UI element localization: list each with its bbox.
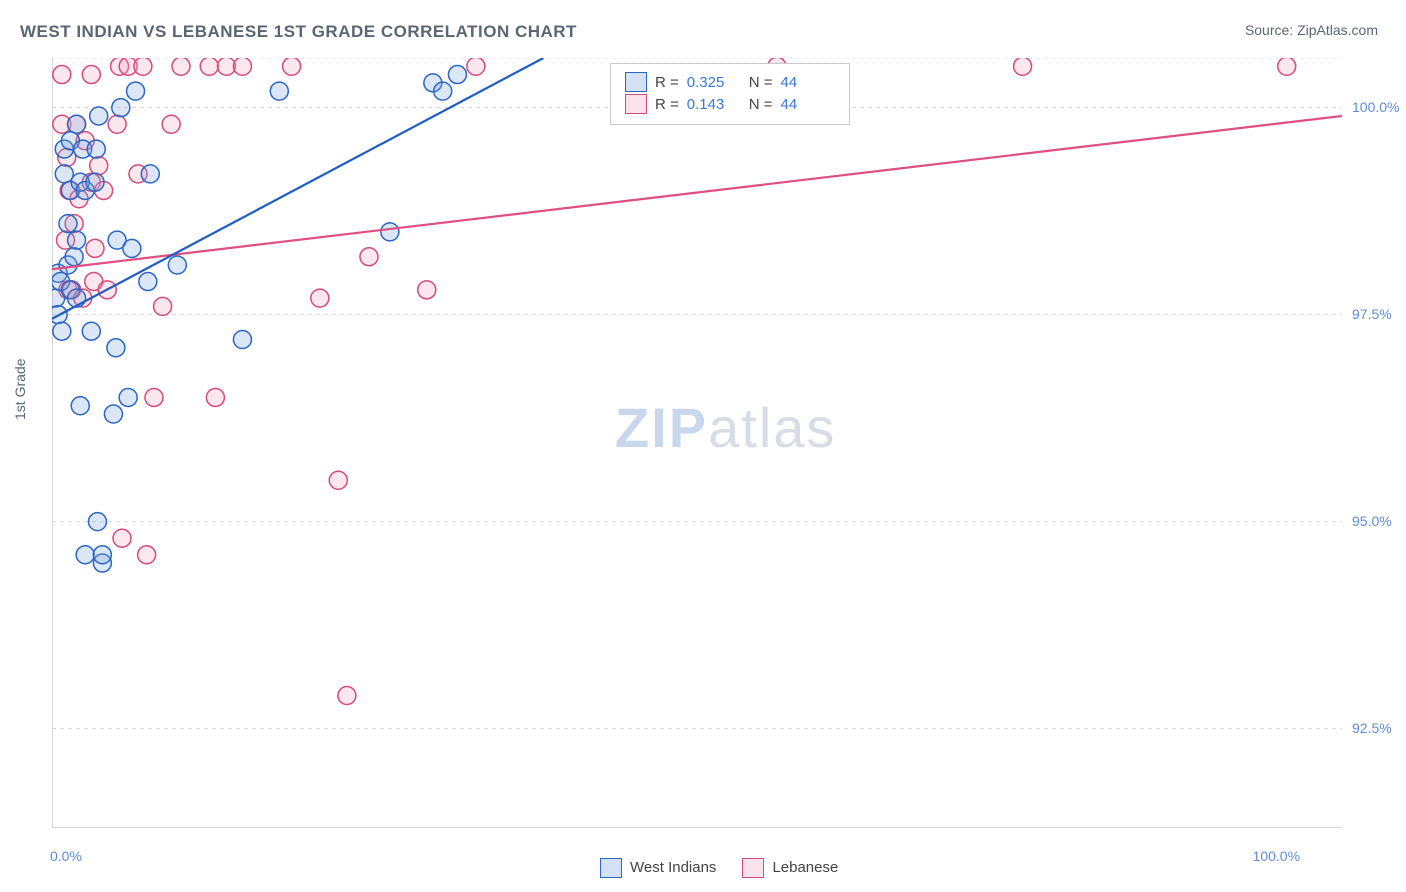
legend-label: West Indians (630, 859, 716, 876)
scatter-point (104, 405, 122, 423)
legend-stat-row: R = 0.325 N = 44 (625, 72, 835, 92)
scatter-point (68, 231, 86, 249)
y-tick-label: 95.0% (1352, 513, 1392, 529)
scatter-point (233, 331, 251, 349)
scatter-point (65, 248, 83, 266)
legend-item: Lebanese (742, 858, 838, 878)
scatter-point (55, 165, 73, 183)
scatter-point (68, 115, 86, 133)
scatter-point (172, 58, 190, 75)
scatter-point (233, 58, 251, 75)
scatter-point (53, 322, 71, 340)
scatter-point (270, 82, 288, 100)
scatter-point (68, 289, 86, 307)
scatter-point (86, 173, 104, 191)
scatter-point (134, 58, 152, 75)
scatter-point (112, 99, 130, 117)
scatter-point (329, 471, 347, 489)
scatter-point (113, 529, 131, 547)
trend-line (52, 58, 543, 319)
scatter-point (434, 82, 452, 100)
y-tick-label: 100.0% (1352, 99, 1399, 115)
legend-series: West Indians Lebanese (600, 858, 838, 878)
legend-n-value: 44 (781, 96, 835, 113)
y-axis-label: 1st Grade (12, 359, 28, 420)
legend-swatch (742, 858, 764, 878)
x-tick-label: 100.0% (1253, 848, 1300, 864)
scatter-point (448, 66, 466, 84)
legend-swatch (625, 94, 647, 114)
trend-line (52, 116, 1342, 269)
scatter-point (311, 289, 329, 307)
scatter-point (87, 140, 105, 158)
scatter-point (53, 66, 71, 84)
scatter-point (338, 687, 356, 705)
scatter-point (145, 388, 163, 406)
scatter-point (88, 513, 106, 531)
scatter-point (206, 388, 224, 406)
scatter-point (154, 297, 172, 315)
scatter-point (141, 165, 159, 183)
scatter-point (127, 82, 145, 100)
scatter-point (138, 546, 156, 564)
scatter-point (283, 58, 301, 75)
legend-r-value: 0.325 (687, 74, 741, 91)
scatter-point (200, 58, 218, 75)
scatter-point (108, 115, 126, 133)
scatter-point (107, 339, 125, 357)
y-tick-label: 97.5% (1352, 306, 1392, 322)
legend-n-label: N = (749, 96, 773, 113)
scatter-point (59, 215, 77, 233)
scatter-point (90, 107, 108, 125)
scatter-point (82, 66, 100, 84)
scatter-point (139, 273, 157, 291)
scatter-point (162, 115, 180, 133)
legend-item: West Indians (600, 858, 716, 878)
y-tick-label: 92.5% (1352, 720, 1392, 736)
scatter-point (82, 322, 100, 340)
legend-r-label: R = (655, 96, 679, 113)
legend-stats-box: R = 0.325 N = 44 R = 0.143 N = 44 (610, 63, 850, 125)
scatter-point (360, 248, 378, 266)
scatter-plot (52, 58, 1342, 828)
legend-swatch (600, 858, 622, 878)
scatter-point (1278, 58, 1296, 75)
chart-title: WEST INDIAN VS LEBANESE 1ST GRADE CORREL… (20, 22, 577, 42)
scatter-point (1014, 58, 1032, 75)
scatter-point (381, 223, 399, 241)
scatter-point (119, 388, 137, 406)
legend-stat-row: R = 0.143 N = 44 (625, 94, 835, 114)
scatter-point (71, 397, 89, 415)
scatter-point (90, 157, 108, 175)
scatter-point (123, 239, 141, 257)
scatter-point (418, 281, 436, 299)
source-label: Source: ZipAtlas.com (1245, 22, 1378, 38)
legend-n-label: N = (749, 74, 773, 91)
x-tick-label: 0.0% (50, 848, 82, 864)
scatter-point (93, 546, 111, 564)
legend-swatch (625, 72, 647, 92)
legend-r-label: R = (655, 74, 679, 91)
legend-r-value: 0.143 (687, 96, 741, 113)
scatter-point (86, 239, 104, 257)
scatter-point (467, 58, 485, 75)
scatter-point (168, 256, 186, 274)
scatter-point (76, 546, 94, 564)
legend-label: Lebanese (772, 859, 838, 876)
legend-n-value: 44 (781, 74, 835, 91)
